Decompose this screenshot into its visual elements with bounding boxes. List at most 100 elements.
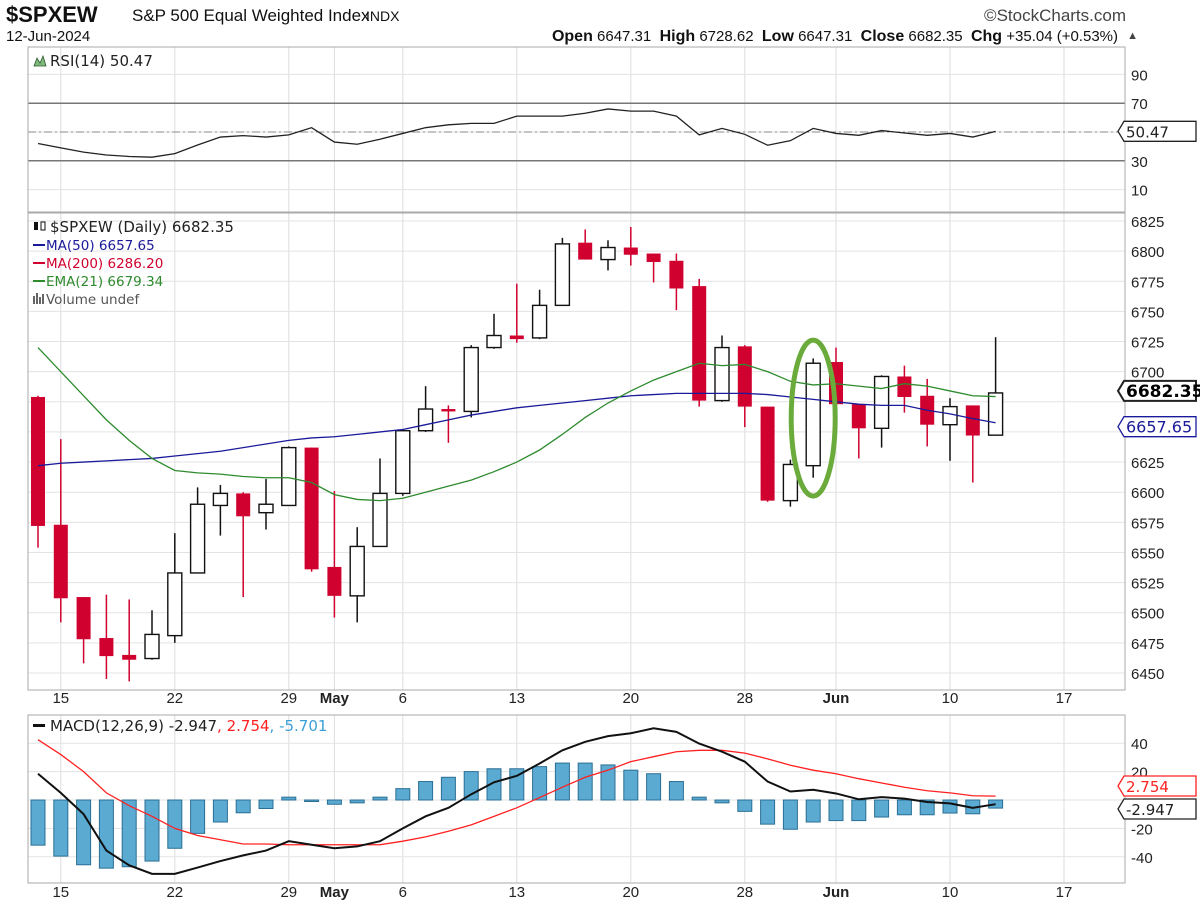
ma50-value-tag-box <box>1117 416 1197 438</box>
candle-body <box>281 446 297 507</box>
candle <box>554 237 571 307</box>
candle-body <box>897 376 912 397</box>
brand-link[interactable]: ©StockCharts.com <box>984 6 1126 25</box>
candle-body <box>486 334 502 349</box>
macd-legend-main: MACD(12,26,9) -2.947 <box>50 717 217 735</box>
macd-histogram-bar <box>646 773 662 801</box>
candle <box>189 487 206 574</box>
price-tick-label: 6450 <box>1131 666 1164 683</box>
rsi-tick-label: 70 <box>1131 96 1148 113</box>
candle-body <box>99 638 114 657</box>
candle-body <box>76 597 91 640</box>
macd-histogram-bar <box>190 799 206 834</box>
candle <box>76 597 91 664</box>
date-tick-label: 20 <box>622 690 639 707</box>
candle-body <box>395 430 411 495</box>
signal-value-tag-box <box>1117 775 1197 797</box>
macd-tick-label: -40 <box>1131 850 1153 867</box>
close-value-tag-box <box>1116 379 1197 402</box>
macd-histogram-bar <box>235 799 251 814</box>
macd-value-tag: -2.947 <box>1117 798 1197 820</box>
open-label: Open <box>551 28 593 45</box>
candle <box>372 458 388 548</box>
candle <box>236 492 251 598</box>
candle <box>737 345 752 428</box>
macd-histogram-bar <box>304 799 320 802</box>
candle-body <box>441 409 456 412</box>
open-value: 6647.31 <box>597 28 652 45</box>
candle-body <box>167 572 183 637</box>
macd-histogram-bar <box>623 769 639 801</box>
price-tick-label: 6600 <box>1131 485 1164 502</box>
candle <box>167 533 183 643</box>
candle <box>942 398 958 461</box>
macd-histogram-bar <box>167 799 183 849</box>
candle <box>122 599 137 682</box>
ema21-legend-label: EMA(21) 6679.34 <box>46 274 163 290</box>
rsi-value-tag-text: 50.47 <box>1126 123 1169 141</box>
macd-histogram-bar <box>782 799 798 830</box>
macd-histogram-bar <box>281 796 297 801</box>
candle-body <box>851 404 866 429</box>
macd-histogram-bar <box>30 799 46 846</box>
price-tick-label: 6775 <box>1131 274 1164 291</box>
macd-histogram-bar <box>988 799 1004 809</box>
candle <box>349 527 365 623</box>
rsi-value-tag: 50.47 <box>1117 120 1197 142</box>
candle-body <box>349 545 365 597</box>
candle <box>99 594 114 680</box>
macd-histogram-bar <box>372 796 388 801</box>
macd-histogram-bar <box>714 799 730 804</box>
candle <box>714 335 730 402</box>
price-tick-label: 6725 <box>1131 335 1164 352</box>
macd-legend-signal: , 2.754 <box>217 717 269 735</box>
macd-histogram-bar <box>828 799 844 822</box>
date-tick-label: 13 <box>508 690 525 707</box>
candle <box>531 289 548 340</box>
volume-legend-label: Volume undef <box>46 292 140 308</box>
high-value: 6728.62 <box>699 28 754 45</box>
candle-body <box>760 406 775 501</box>
macd-histogram-bar <box>326 799 342 805</box>
macd-histogram-bar <box>805 799 821 823</box>
macd-line <box>37 727 996 875</box>
chg-label: Chg <box>970 28 1003 45</box>
price-tick-label: 6700 <box>1131 365 1164 382</box>
candle-body <box>805 362 821 467</box>
candle <box>920 378 935 447</box>
ma200-swatch <box>33 262 45 264</box>
macd-histogram-bar <box>760 799 776 825</box>
price-legend: $SPXEW (Daily) 6682.35 MA(50) 6657.65 MA… <box>33 218 234 308</box>
candle-body <box>236 493 251 517</box>
panel-frame <box>27 714 1126 884</box>
candle <box>851 404 866 459</box>
candle-body <box>509 335 524 340</box>
date-tick-label: 13 <box>508 884 525 901</box>
date-tick-label: 6 <box>399 690 407 707</box>
candle-body <box>463 346 479 413</box>
candle <box>258 478 274 530</box>
candle-body <box>53 524 68 599</box>
macd-histogram-bar <box>349 799 365 804</box>
candle <box>144 610 160 660</box>
rsi-tick-label: 90 <box>1131 67 1148 84</box>
panel-frame <box>27 46 1126 213</box>
candle-body <box>578 242 593 260</box>
volume-icon <box>33 293 44 304</box>
candle-body <box>692 286 707 401</box>
date-tick-label: 28 <box>736 690 753 707</box>
candle-body <box>942 405 958 426</box>
close-value-tag-text: 6682.35 <box>1126 382 1200 402</box>
candle <box>327 490 342 618</box>
macd-histogram-bar <box>668 781 684 801</box>
candle-body <box>714 346 730 402</box>
date-tick-label: Jun <box>823 884 850 901</box>
candle <box>486 313 502 349</box>
candle <box>212 484 229 536</box>
candle-body <box>304 447 319 570</box>
candle <box>646 253 661 283</box>
exchange: INDX <box>366 8 400 24</box>
candle-body <box>737 346 752 407</box>
ma200-legend-label: MA(200) 6286.20 <box>46 256 163 272</box>
candle-body <box>965 405 980 436</box>
